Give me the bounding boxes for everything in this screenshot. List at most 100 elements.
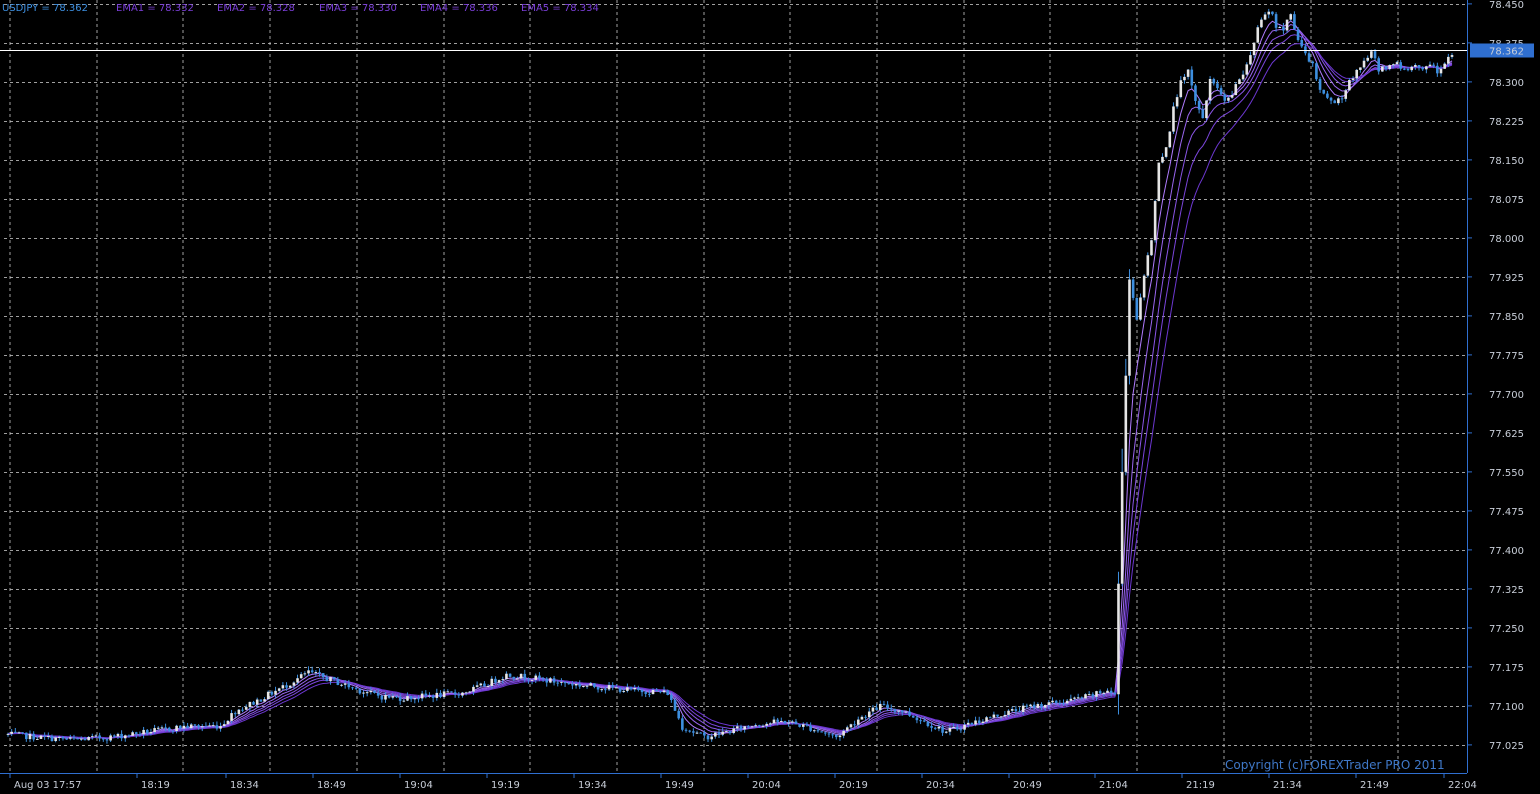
candle-body — [288, 685, 292, 688]
candle-body — [919, 720, 922, 722]
candle — [567, 681, 571, 685]
candle — [167, 726, 171, 733]
header-ema3-value: EMA3 = 78.330 — [319, 3, 397, 14]
candle — [860, 715, 864, 720]
candle-body — [43, 735, 46, 737]
candle — [47, 732, 50, 740]
candle — [208, 722, 211, 728]
candle — [618, 687, 622, 694]
candle-body — [1340, 98, 1344, 100]
candle-body — [618, 687, 622, 692]
candle — [633, 684, 637, 692]
candle — [827, 731, 831, 738]
candle-body — [340, 684, 343, 686]
y-tick-label-5: 78.075 — [1489, 195, 1524, 206]
candle — [1234, 82, 1238, 96]
candle — [1406, 66, 1410, 72]
candle-body — [677, 710, 680, 719]
candle-body — [406, 696, 409, 701]
candle-body — [769, 723, 772, 725]
candle — [1106, 688, 1109, 693]
candle-body — [1080, 697, 1084, 699]
candle-body — [812, 730, 816, 732]
candle-body — [292, 682, 296, 686]
candle-body — [692, 731, 695, 733]
candle-body — [552, 678, 556, 683]
candle-body — [230, 713, 233, 721]
candle — [156, 726, 160, 731]
y-tick-label-2: 78.300 — [1489, 78, 1524, 89]
candle — [963, 722, 966, 733]
candle — [743, 726, 746, 733]
candle-body — [699, 732, 702, 734]
candle — [560, 678, 563, 686]
candle — [889, 704, 893, 712]
candle-body — [105, 739, 109, 741]
candle — [1450, 53, 1454, 59]
candle — [732, 725, 735, 735]
y-tick-label-17: 77.175 — [1489, 663, 1524, 674]
candle — [1186, 69, 1190, 80]
candle — [178, 724, 182, 732]
candle — [182, 721, 186, 733]
candle — [886, 701, 889, 712]
candle-body — [32, 733, 35, 740]
candle-body — [761, 725, 765, 727]
candle — [171, 730, 175, 734]
ema-line-4 — [7, 34, 1453, 739]
candle-body — [21, 732, 24, 734]
candle-body — [842, 730, 845, 736]
candle-body — [1359, 67, 1362, 70]
candle-body — [1087, 694, 1091, 696]
candle — [116, 732, 120, 739]
y-tick-label-4: 78.150 — [1489, 156, 1524, 167]
candle-body — [94, 735, 98, 737]
candle-body — [1300, 40, 1304, 47]
candle — [241, 707, 244, 713]
candle-body — [296, 678, 299, 683]
candle-body — [849, 724, 853, 728]
candle-body — [648, 693, 651, 695]
candle-body — [1417, 65, 1421, 68]
candle-body — [717, 732, 721, 735]
candle — [65, 736, 68, 740]
candle — [501, 676, 505, 684]
candle — [582, 685, 585, 688]
candle — [237, 708, 241, 716]
candle — [1256, 25, 1260, 43]
candle-body — [1003, 714, 1007, 717]
candle-body — [145, 729, 149, 734]
candle-body — [219, 726, 222, 729]
candle-body — [1337, 98, 1340, 104]
candle-body — [109, 735, 112, 741]
x-tick-label-10: 20:34 — [926, 780, 955, 791]
current-price-tag-bg — [1470, 43, 1534, 58]
candle — [79, 736, 83, 741]
candle — [1157, 162, 1161, 202]
candle-body — [398, 696, 402, 701]
candle — [659, 690, 662, 694]
candle-body — [101, 738, 105, 740]
candle — [6, 732, 10, 737]
candle — [314, 670, 318, 676]
candle — [1403, 67, 1406, 71]
candle — [1300, 36, 1304, 48]
candle — [332, 676, 336, 681]
candle — [519, 673, 523, 680]
candle-body — [897, 710, 900, 712]
candle-body — [725, 731, 728, 733]
candle — [1205, 100, 1208, 121]
candle — [688, 729, 691, 733]
candle-body — [1370, 51, 1373, 58]
candle — [1139, 293, 1142, 321]
candle — [736, 723, 739, 732]
candle-body — [354, 687, 358, 689]
candle-body — [593, 683, 596, 688]
candle — [325, 674, 329, 682]
candle — [186, 722, 189, 729]
candle — [739, 724, 743, 733]
candle-body — [54, 737, 57, 742]
candle — [611, 682, 615, 691]
candle-body — [955, 727, 959, 730]
